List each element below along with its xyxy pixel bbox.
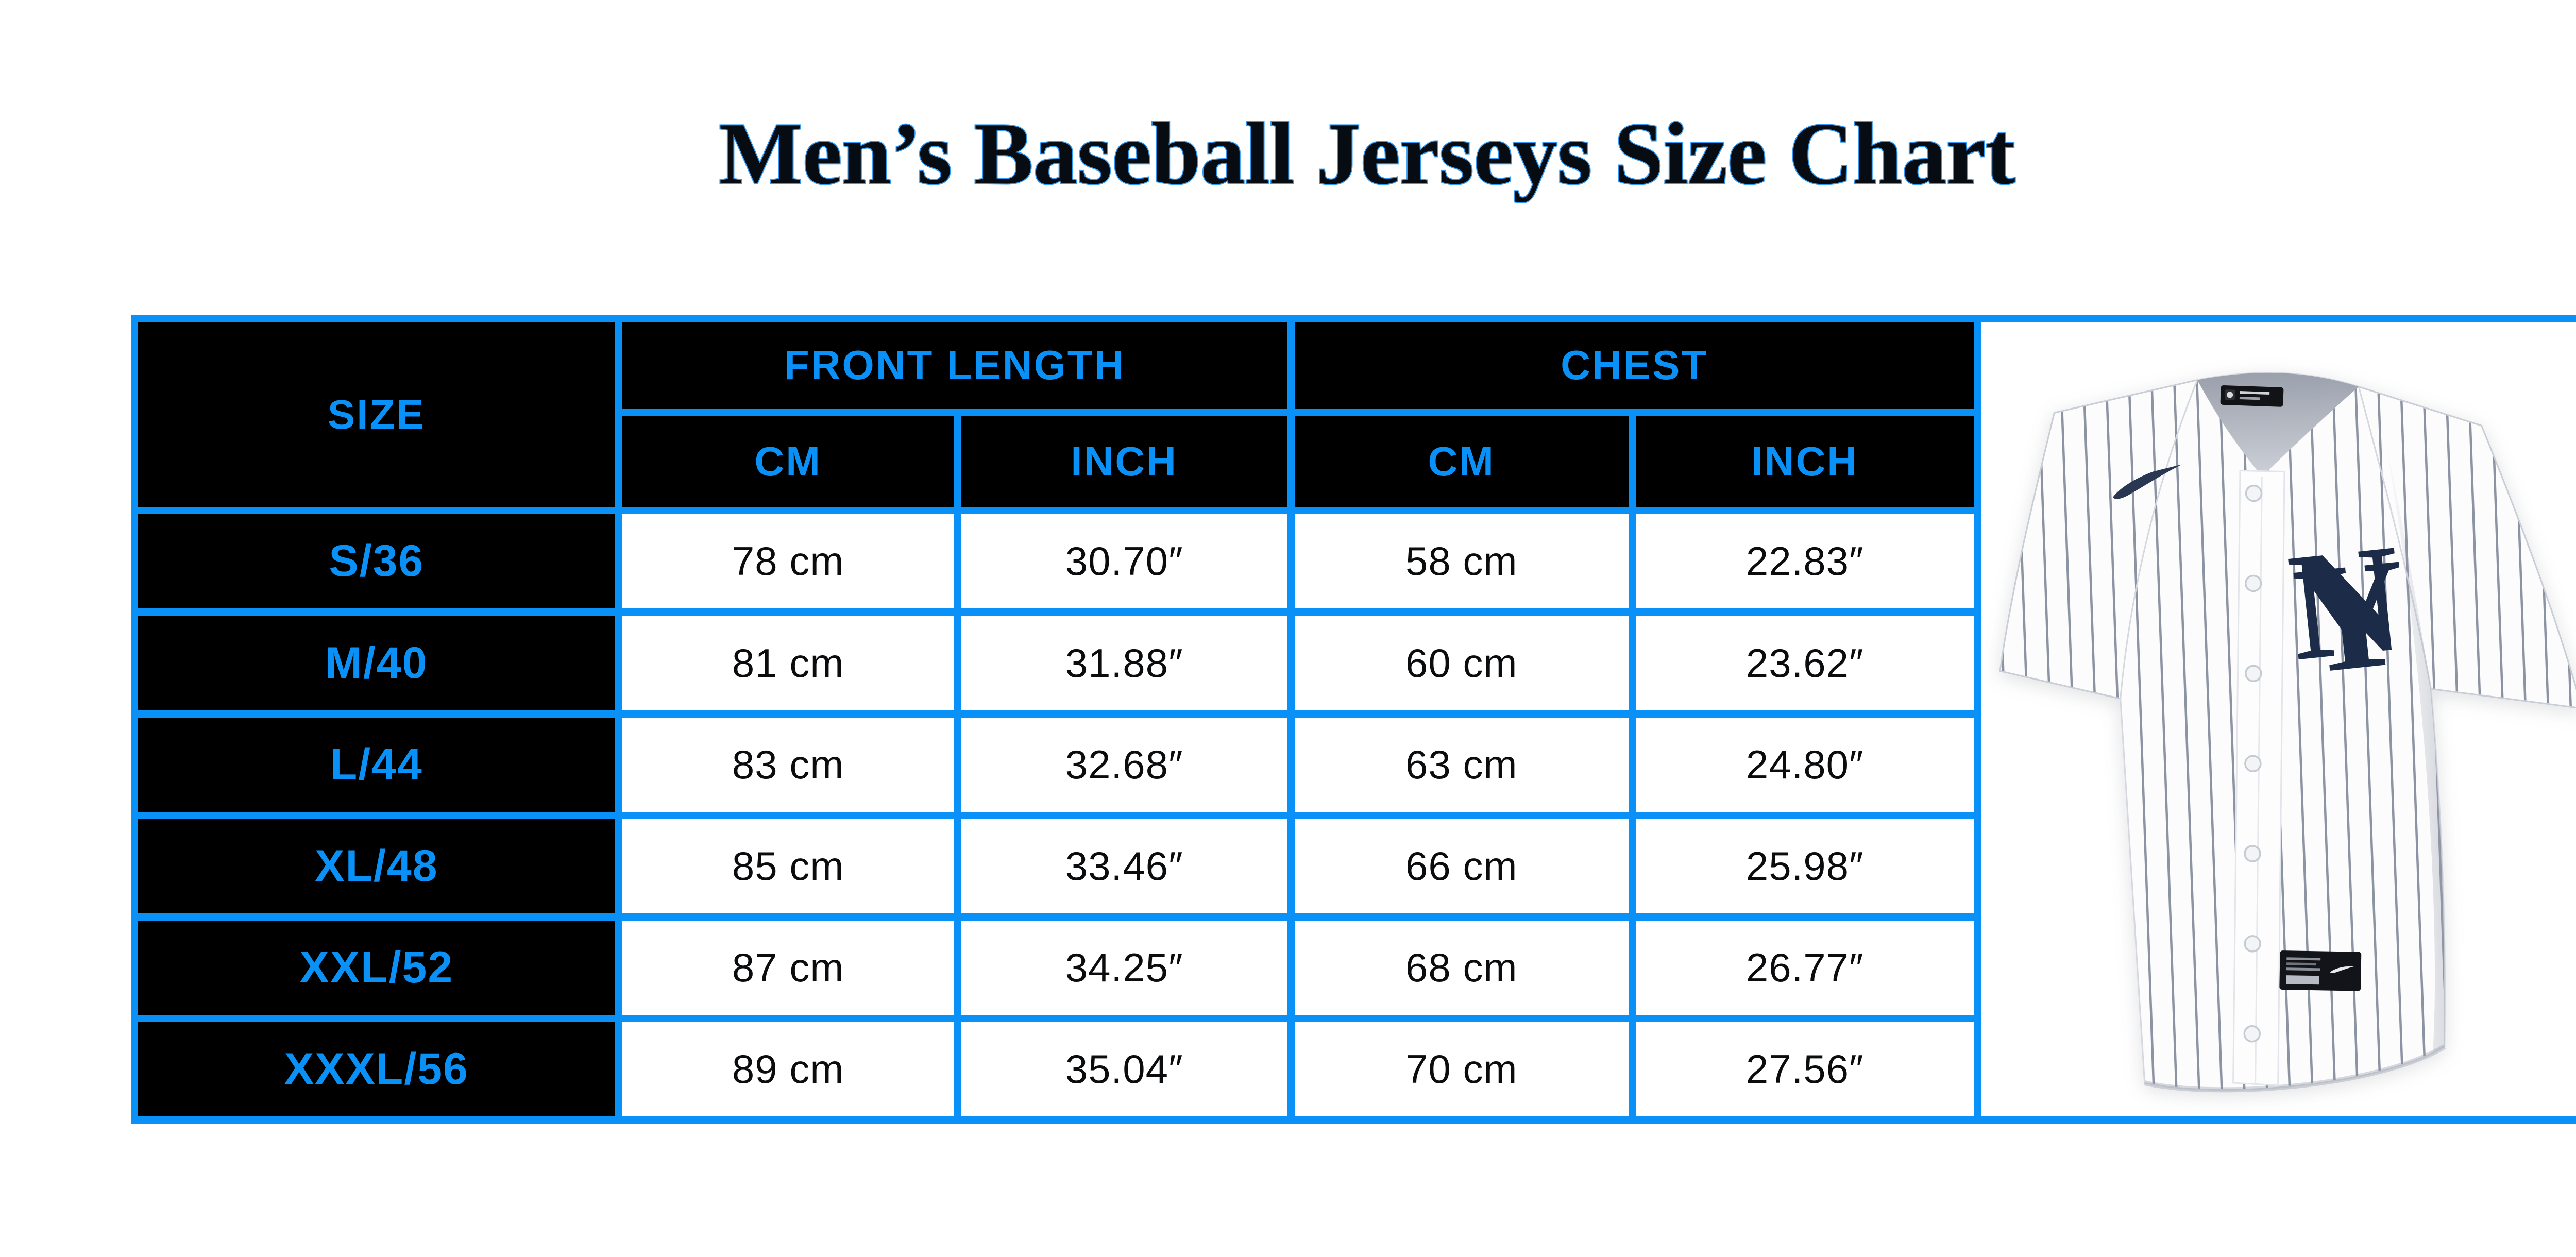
size-cell: XXXL/56: [138, 1022, 615, 1116]
front-cm-cell: 83 cm: [622, 717, 954, 812]
size-cell: XL/48: [138, 819, 615, 913]
chest-inch-cell: 27.56″: [1635, 1022, 1974, 1116]
chest-inch-cell: 26.77″: [1635, 920, 1974, 1015]
front-cm-cell: 81 cm: [622, 616, 954, 710]
page-title: Men’s Baseball Jerseys Size Chart: [718, 104, 2016, 204]
chest-cm-cell: 70 cm: [1294, 1022, 1629, 1116]
jersey-buttons: [2243, 484, 2263, 1043]
front-inch-cell: 31.88″: [961, 616, 1287, 710]
front-inch-cell: 33.46″: [961, 819, 1287, 913]
chest-cm-cell: 60 cm: [1294, 616, 1629, 710]
chest-inch-cell: 22.83″: [1635, 514, 1974, 609]
jersey-torso: [2119, 372, 2446, 1091]
chest-cm-cell: 58 cm: [1294, 514, 1629, 609]
nike-swoosh-icon: [2112, 464, 2182, 499]
size-cell: M/40: [138, 616, 615, 710]
size-cell: L/44: [138, 717, 615, 812]
front-inch-cell: 30.70″: [961, 514, 1287, 609]
front-cm-cell: 89 cm: [622, 1022, 954, 1116]
subheader-chest-inch: INCH: [1635, 415, 1974, 507]
front-inch-cell: 35.04″: [961, 1022, 1287, 1116]
subheader-front-inch: INCH: [961, 415, 1287, 507]
subheader-front-cm: CM: [622, 415, 954, 507]
collar-tag: [2220, 385, 2284, 407]
column-header-chest: CHEST: [1294, 322, 1974, 409]
chest-cm-cell: 63 cm: [1294, 717, 1629, 812]
jersey-hem-shadow: [2144, 1044, 2446, 1093]
svg-text:N: N: [2281, 512, 2410, 693]
chest-cm-cell: 68 cm: [1294, 920, 1629, 1015]
chest-cm-cell: 66 cm: [1294, 819, 1629, 913]
chest-inch-cell: 24.80″: [1635, 717, 1974, 812]
size-chart-table: SIZE FRONT LENGTH CHEST CM INCH CM INCH: [131, 315, 2576, 1124]
chest-inch-cell: 25.98″: [1635, 819, 1974, 913]
jersey-body-group: N Y: [1999, 372, 2576, 1093]
front-inch-cell: 34.25″: [961, 920, 1287, 1015]
size-cell: S/36: [138, 514, 615, 609]
pinstripe-jersey-image: N Y: [1999, 372, 2576, 1093]
jersey-shading: [2382, 427, 2445, 1052]
jersey-photo-panel: N Y: [1981, 322, 2576, 1116]
front-cm-cell: 85 cm: [622, 819, 954, 913]
column-header-front-length: FRONT LENGTH: [622, 322, 1287, 409]
chest-inch-cell: 23.62″: [1635, 616, 1974, 710]
front-cm-cell: 87 cm: [622, 920, 954, 1015]
subheader-chest-cm: CM: [1294, 415, 1629, 507]
ny-team-logo: N Y: [2281, 512, 2416, 707]
front-cm-cell: 78 cm: [622, 514, 954, 609]
svg-text:Y: Y: [2287, 525, 2416, 707]
jock-tag: [2279, 950, 2362, 991]
front-inch-cell: 32.68″: [961, 717, 1287, 812]
size-cell: XXL/52: [138, 920, 615, 1015]
button-placket: [2232, 470, 2285, 1086]
column-header-size: SIZE: [138, 322, 615, 507]
